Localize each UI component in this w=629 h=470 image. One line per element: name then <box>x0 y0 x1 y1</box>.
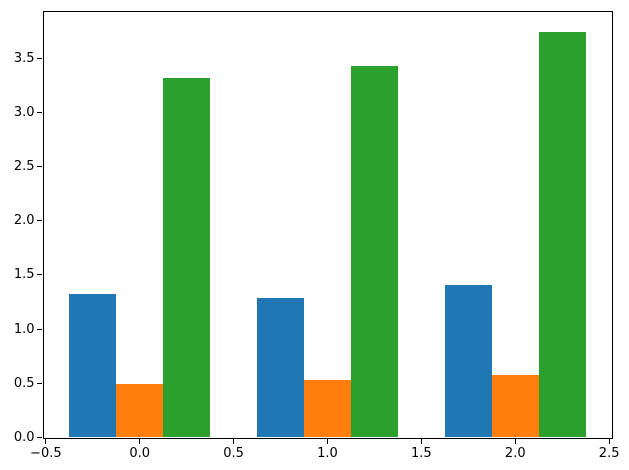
x-tick-label: 1.5 <box>411 445 432 461</box>
bar-green-group-2 <box>538 32 586 438</box>
y-tick <box>36 165 42 168</box>
bar-blue-group-1 <box>257 297 305 438</box>
y-tick-label: 3.0 <box>13 104 35 120</box>
x-tick <box>326 438 329 444</box>
y-tick-label: 2.5 <box>13 159 35 174</box>
y-tick-label: 0.5 <box>13 375 35 391</box>
bar-green-group-1 <box>350 65 398 438</box>
bar-green-group-0 <box>163 77 211 438</box>
y-tick-label: 1.5 <box>13 267 35 283</box>
x-tick <box>139 438 141 444</box>
y-tick <box>36 57 42 59</box>
y-tick <box>36 111 42 113</box>
bar-orange-group-1 <box>304 380 351 438</box>
y-tick <box>36 436 42 439</box>
y-tick-label: 1.0 <box>13 321 35 337</box>
x-tick <box>45 438 47 444</box>
y-tick <box>36 274 42 276</box>
x-tick-label: 1.0 <box>317 445 338 461</box>
y-tick-label: 3.5 <box>13 50 35 66</box>
y-tick <box>36 328 42 330</box>
x-tick <box>233 438 235 444</box>
x-tick-label: −0.5 <box>30 445 62 461</box>
y-tick <box>36 382 42 384</box>
x-tick-label: 2.5 <box>598 445 620 461</box>
y-tick-label: 0.0 <box>13 430 35 445</box>
y-tick <box>36 220 42 222</box>
x-tick-label: 0.0 <box>129 445 151 461</box>
y-tick-label: 2.0 <box>13 213 35 229</box>
bar-blue-group-0 <box>69 294 117 438</box>
x-tick <box>420 438 422 444</box>
bar-orange-group-0 <box>116 384 164 438</box>
plot-area <box>42 10 613 439</box>
x-tick-label: 2.0 <box>504 445 526 461</box>
bar-orange-group-2 <box>491 374 539 438</box>
x-tick <box>514 438 516 444</box>
x-tick-label: 0.5 <box>223 445 244 461</box>
x-tick <box>608 438 610 444</box>
bar-blue-group-2 <box>444 284 492 438</box>
